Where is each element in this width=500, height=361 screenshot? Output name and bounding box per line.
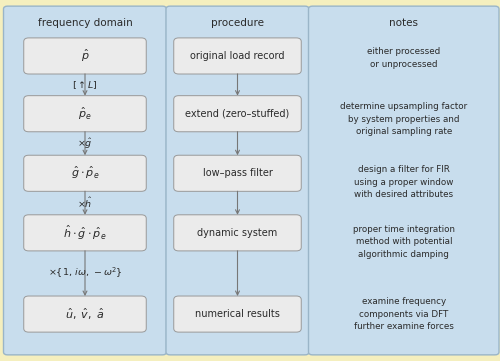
FancyBboxPatch shape [174,155,301,191]
Text: $\hat{g} \cdot \hat{p}_e$: $\hat{g} \cdot \hat{p}_e$ [70,165,100,182]
Text: frequency domain: frequency domain [38,18,132,29]
Text: numerical results: numerical results [195,309,280,319]
Text: original load record: original load record [190,51,285,61]
FancyBboxPatch shape [24,296,146,332]
FancyBboxPatch shape [4,6,166,355]
Text: procedure: procedure [211,18,264,29]
FancyBboxPatch shape [174,215,301,251]
Text: $\hat{u},\; \hat{v},\; \hat{a}$: $\hat{u},\; \hat{v},\; \hat{a}$ [66,306,104,322]
Text: examine frequency
components via DFT
further examine forces: examine frequency components via DFT fur… [354,297,454,331]
FancyBboxPatch shape [174,96,301,132]
Text: $[\uparrow L]$: $[\uparrow L]$ [72,79,98,91]
FancyBboxPatch shape [24,96,146,132]
Text: notes: notes [389,18,418,29]
FancyBboxPatch shape [24,215,146,251]
Text: $\hat{h} \cdot \hat{g} \cdot \hat{p}_e$: $\hat{h} \cdot \hat{g} \cdot \hat{p}_e$ [64,224,106,242]
FancyBboxPatch shape [166,6,309,355]
Text: $\times\hat{h}$: $\times\hat{h}$ [78,196,92,210]
Text: $\hat{p}_e$: $\hat{p}_e$ [78,105,92,122]
FancyBboxPatch shape [24,155,146,191]
Text: proper time integration
method with potential
algorithmic damping: proper time integration method with pote… [353,225,455,259]
Text: $\hat{p}$: $\hat{p}$ [80,48,90,64]
FancyBboxPatch shape [174,38,301,74]
FancyBboxPatch shape [174,296,301,332]
Text: low–pass filter: low–pass filter [202,168,272,178]
Text: dynamic system: dynamic system [198,228,278,238]
Text: determine upsampling factor
by system properties and
original sampling rate: determine upsampling factor by system pr… [340,102,468,136]
Text: $\times\{1,\, i\omega,\, -\omega^2\}$: $\times\{1,\, i\omega,\, -\omega^2\}$ [48,266,122,280]
Text: extend (zero–stuffed): extend (zero–stuffed) [186,109,290,119]
FancyBboxPatch shape [308,6,499,355]
Text: either processed
or unprocessed: either processed or unprocessed [367,47,440,69]
Text: design a filter for FIR
using a proper window
with desired attributes: design a filter for FIR using a proper w… [354,165,454,199]
FancyBboxPatch shape [24,38,146,74]
Text: $\times\hat{g}$: $\times\hat{g}$ [77,136,93,151]
